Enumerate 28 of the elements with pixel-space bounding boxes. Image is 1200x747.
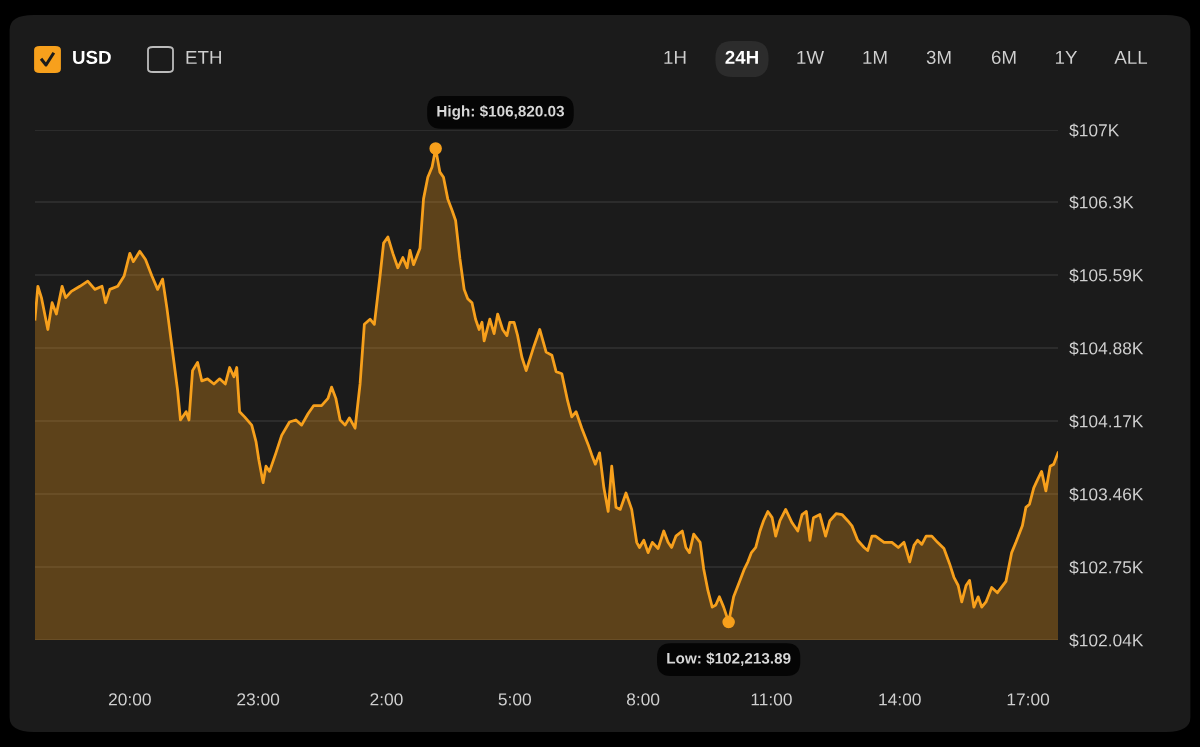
- x-tick-label: 17:00: [1007, 693, 1050, 706]
- y-tick-label: $104.88K: [1069, 341, 1144, 356]
- y-tick-label: $107K: [1069, 123, 1120, 138]
- y-tick-label: $105.59K: [1069, 268, 1144, 283]
- x-tick-label: 20:00: [108, 693, 151, 706]
- y-tick-label: $104.17K: [1069, 414, 1144, 429]
- x-tick-label: 2:00: [370, 693, 403, 706]
- x-tick-label: 5:00: [498, 693, 531, 706]
- text: 6M: [991, 50, 1016, 65]
- x-tick-label: 8:00: [626, 693, 660, 706]
- text: ALL: [1114, 50, 1148, 64]
- y-tick-label: $103.46K: [1069, 487, 1144, 502]
- y-tick-label: $106.3K: [1069, 195, 1134, 210]
- text: 1H: [664, 50, 686, 64]
- text: 24H: [725, 50, 758, 64]
- x-tick-label: 11:00: [751, 693, 792, 706]
- y-tick-label: $102.04K: [1069, 633, 1144, 648]
- text: ETH: [186, 50, 221, 64]
- text: 1M: [863, 50, 887, 64]
- text: 3M: [926, 50, 951, 65]
- annotation: Low: $102,213.89: [667, 652, 791, 666]
- x-tick-label: 23:00: [237, 693, 280, 706]
- y-tick-label: $102.75K: [1069, 560, 1144, 575]
- text: 1Y: [1055, 50, 1078, 64]
- text: USD: [73, 50, 111, 65]
- annotation: High: $106,820.03: [437, 105, 565, 120]
- text: 1W: [797, 50, 824, 64]
- x-tick-label: 14:00: [879, 693, 921, 706]
